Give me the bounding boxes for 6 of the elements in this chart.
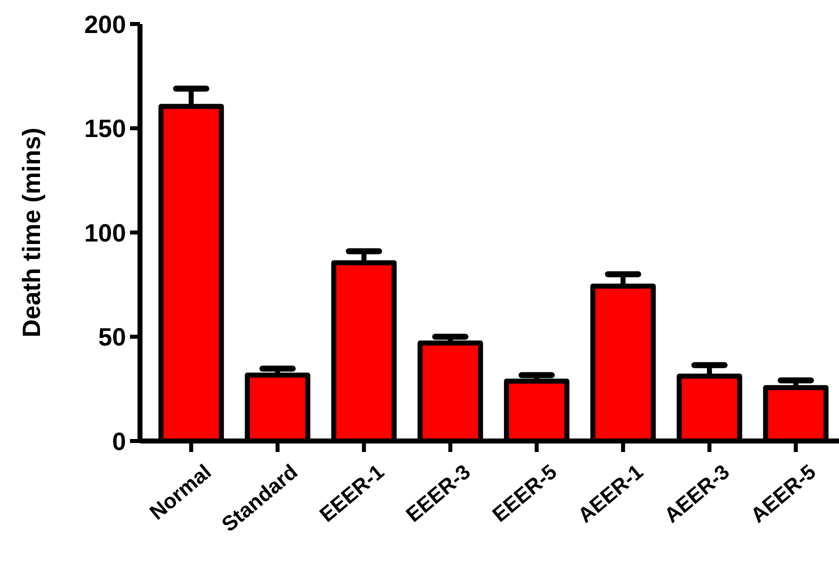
y-tick-label: 150 xyxy=(84,115,126,143)
y-tick-label: 200 xyxy=(84,10,126,39)
y-tick-label: 50 xyxy=(98,324,126,352)
y-axis-title: Death time (mins) xyxy=(18,128,46,338)
y-tick-label: 0 xyxy=(112,428,126,456)
y-tick-label: 100 xyxy=(84,219,126,248)
